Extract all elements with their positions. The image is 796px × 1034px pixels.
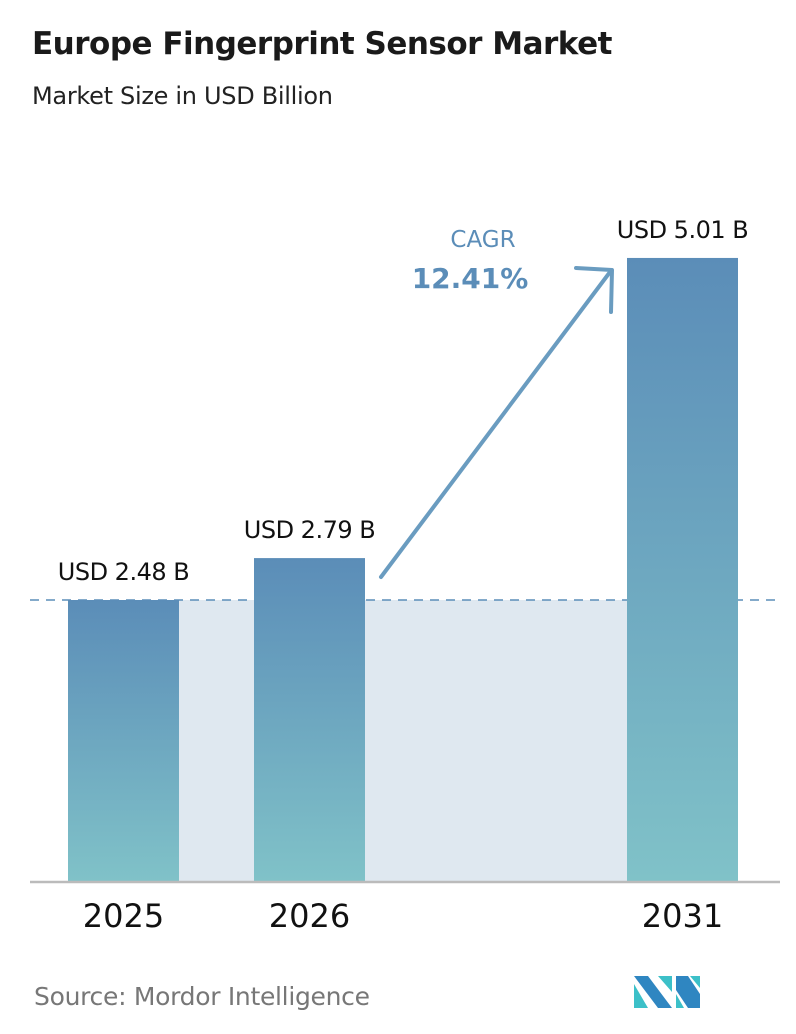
x-tick-2025: 2025	[83, 897, 164, 935]
source-note: Source: Mordor Intelligence	[34, 982, 370, 1011]
data-label-2026: USD 2.79 B	[244, 516, 375, 544]
chart-title: Europe Fingerprint Sensor Market	[32, 26, 612, 62]
mordor-logo-icon	[634, 976, 700, 1008]
x-tick-2031: 2031	[642, 897, 723, 935]
bar-2026	[254, 558, 365, 882]
cagr-value: 12.41%	[412, 262, 529, 295]
data-label-2025: USD 2.48 B	[58, 558, 189, 586]
cagr-arrow	[379, 266, 614, 579]
bar-2025	[68, 600, 179, 882]
comparison-band	[179, 600, 627, 882]
bar-2031	[627, 257, 738, 882]
chart-subtitle: Market Size in USD Billion	[32, 82, 333, 110]
cagr-label: CAGR	[450, 227, 515, 253]
data-label-2031: USD 5.01 B	[617, 216, 748, 244]
x-tick-2026: 2026	[269, 897, 350, 935]
